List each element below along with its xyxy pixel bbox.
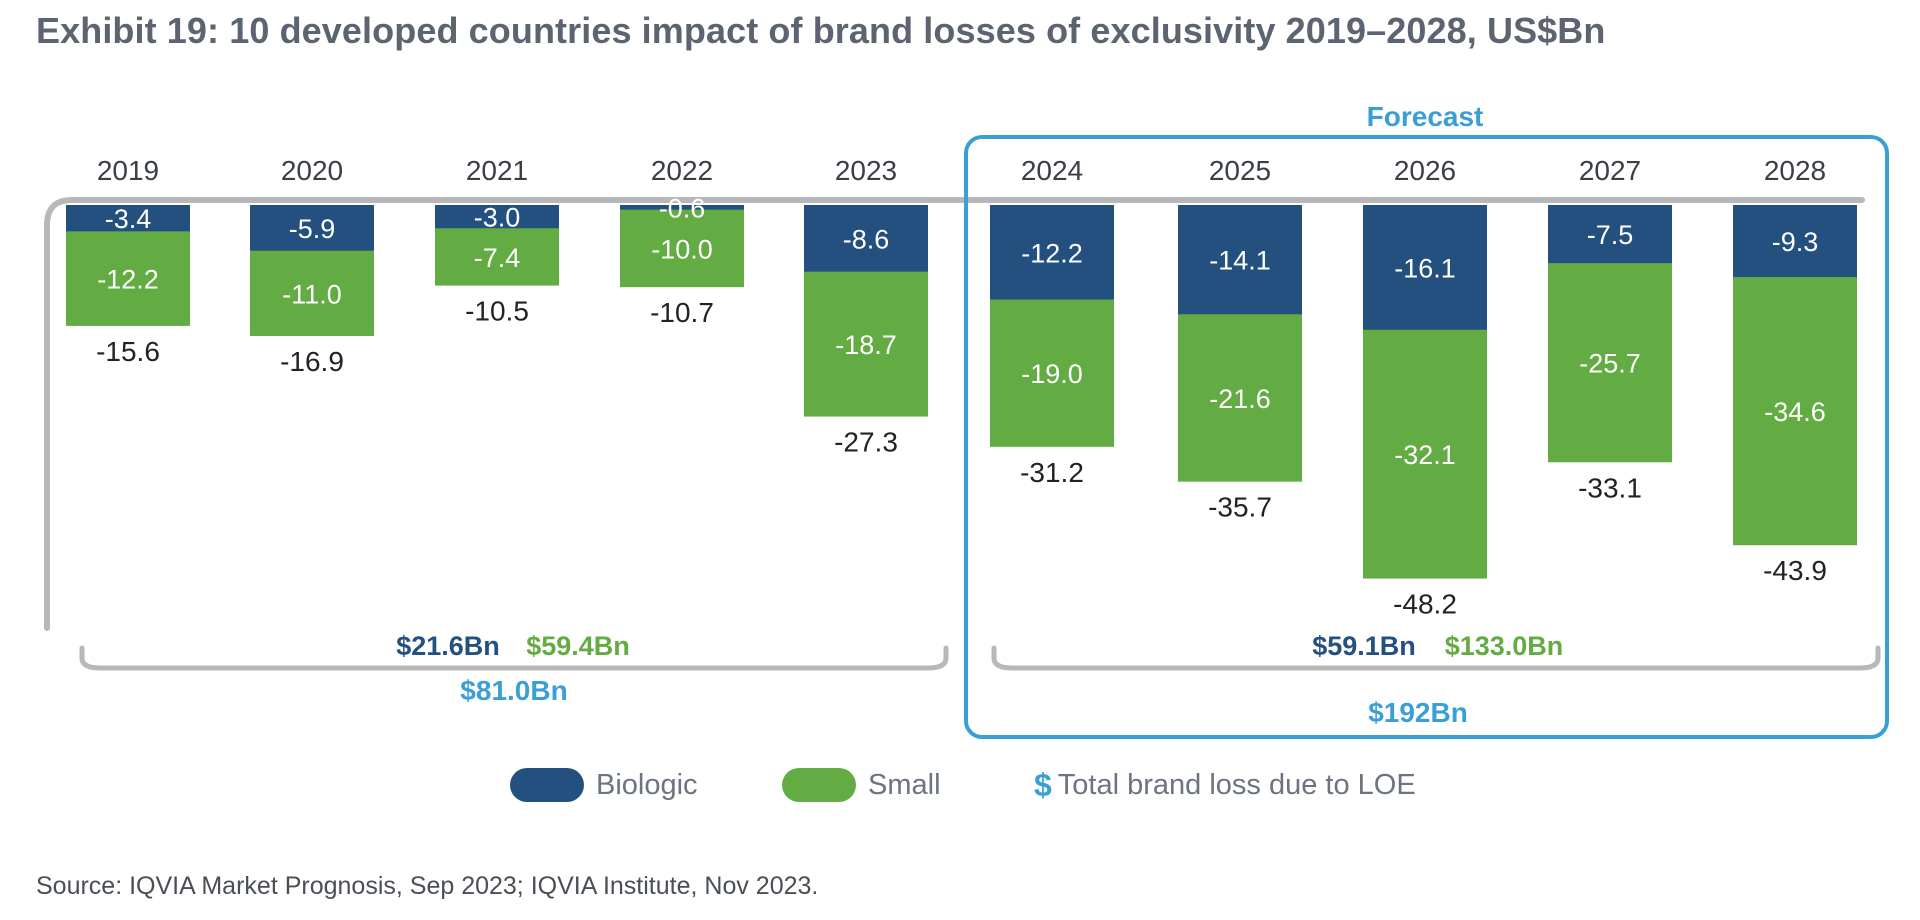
data-label-biologic: -3.4 xyxy=(105,204,152,234)
bar-biologic xyxy=(1733,205,1857,278)
year-label: 2020 xyxy=(281,155,343,186)
data-label-total: -35.7 xyxy=(1208,492,1272,523)
legend-item-biologic: Biologic xyxy=(510,760,698,810)
data-label-biologic: -3.0 xyxy=(474,203,521,233)
year-label: 2026 xyxy=(1394,155,1456,186)
bar-biologic xyxy=(435,205,559,229)
data-label-small: -18.7 xyxy=(835,330,897,360)
data-label-total: -10.5 xyxy=(465,296,529,327)
period-bracket-forecast xyxy=(991,645,1881,671)
baseline-bracket xyxy=(44,197,1865,631)
data-label-total: -48.2 xyxy=(1393,589,1457,620)
data-label-small: -32.1 xyxy=(1394,440,1456,470)
year-label: 2021 xyxy=(466,155,528,186)
year-label: 2019 xyxy=(97,155,159,186)
data-label-biologic: -16.1 xyxy=(1394,253,1456,283)
year-label: 2024 xyxy=(1021,155,1083,186)
bar-biologic xyxy=(66,205,190,232)
bar-biologic xyxy=(1363,205,1487,330)
legend-item-total: $ Total brand loss due to LOE xyxy=(1034,760,1416,810)
data-label-total: -15.6 xyxy=(96,336,160,367)
data-label-small: -34.6 xyxy=(1764,397,1826,427)
legend: Biologic Small $ Total brand loss due to… xyxy=(0,760,1920,810)
forecast-label: Forecast xyxy=(1367,101,1484,132)
chart-title: Exhibit 19: 10 developed countries impac… xyxy=(36,10,1606,51)
summary-total-historic: $81.0Bn xyxy=(460,675,567,706)
bar-chart: Forecast 2019 -3.4 -12.2 -15.6 2020 -5.9 -11.0 -… xyxy=(44,101,1889,739)
summary-total-forecast: $192Bn xyxy=(1368,697,1468,728)
data-label-small: -21.6 xyxy=(1209,384,1271,414)
data-label-small: -25.7 xyxy=(1579,349,1641,379)
forecast-frame xyxy=(964,135,1889,739)
year-label: 2023 xyxy=(835,155,897,186)
data-label-small: -12.2 xyxy=(97,265,159,295)
bar-biologic xyxy=(620,205,744,210)
dollar-icon: $ xyxy=(1034,766,1052,803)
legend-swatch-biologic xyxy=(510,768,584,802)
data-label-biologic: -8.6 xyxy=(843,224,890,254)
year-label: 2025 xyxy=(1209,155,1271,186)
data-label-total: -27.3 xyxy=(834,427,898,458)
data-label-small: -7.4 xyxy=(474,243,521,273)
data-label-biologic: -9.3 xyxy=(1772,227,1819,257)
year-label: 2027 xyxy=(1579,155,1641,186)
year-label: 2028 xyxy=(1764,155,1826,186)
data-label-small: -11.0 xyxy=(282,279,342,309)
legend-item-small: Small xyxy=(782,760,941,810)
legend-label-total: Total brand loss due to LOE xyxy=(1057,768,1416,801)
bar-biologic xyxy=(1178,205,1302,315)
summary-biologic-forecast: $59.1Bn xyxy=(1312,631,1416,661)
data-label-biologic: -5.9 xyxy=(289,214,336,244)
bar-biologic xyxy=(990,205,1114,300)
bar-biologic xyxy=(1548,205,1672,264)
data-label-total: -43.9 xyxy=(1763,555,1827,586)
year-label: 2022 xyxy=(651,155,713,186)
data-label-biologic: -14.1 xyxy=(1209,246,1271,276)
data-label-biologic: -12.2 xyxy=(1021,238,1083,268)
summary-small-forecast: $133.0Bn xyxy=(1445,631,1564,661)
data-label-small: -10.0 xyxy=(651,234,713,264)
bar-biologic xyxy=(250,205,374,251)
legend-label-biologic: Biologic xyxy=(596,768,698,801)
data-label-total: -31.2 xyxy=(1020,457,1084,488)
data-label-total: -10.7 xyxy=(650,297,714,328)
period-bracket-historic xyxy=(79,645,949,671)
data-label-small: -19.0 xyxy=(1021,359,1083,389)
data-label-total: -16.9 xyxy=(280,346,344,377)
bar-biologic xyxy=(804,205,928,272)
bar-small xyxy=(620,205,744,288)
data-label-total: -33.1 xyxy=(1578,472,1642,503)
summary-small-historic: $59.4Bn xyxy=(526,631,630,661)
legend-label-small: Small xyxy=(868,768,941,801)
data-label-biologic: -7.5 xyxy=(1587,220,1634,250)
data-label-biologic: -0.6 xyxy=(659,193,706,223)
summary-biologic-historic: $21.6Bn xyxy=(396,631,500,661)
source-note: Source: IQVIA Market Prognosis, Sep 2023… xyxy=(36,872,819,900)
legend-swatch-small xyxy=(782,768,856,802)
